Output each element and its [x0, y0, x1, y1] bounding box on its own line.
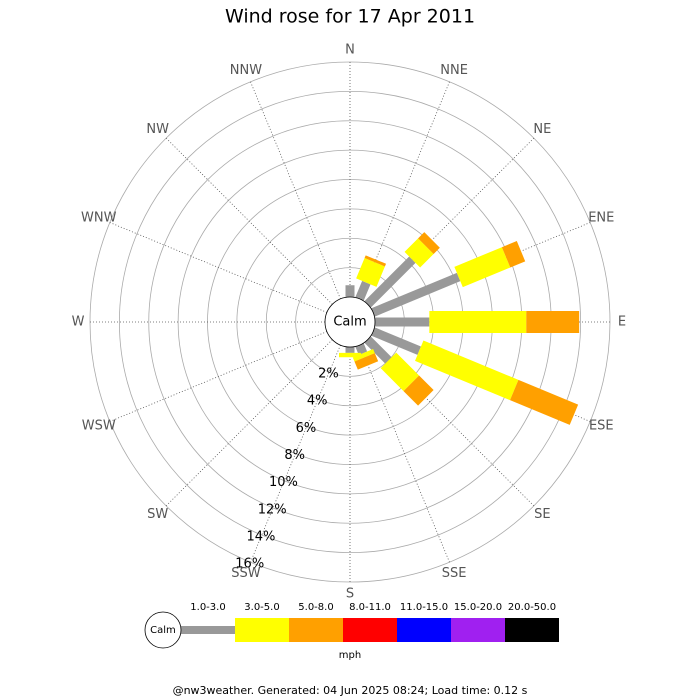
bar-segment: [364, 336, 392, 364]
legend-swatch: [343, 618, 397, 642]
legend-label: 1.0-3.0: [190, 602, 225, 613]
bar-segment: [355, 343, 368, 355]
legend-swatch: [289, 618, 343, 642]
ring-label: 10%: [269, 475, 298, 490]
bar-segment: [364, 256, 416, 308]
legend-swatch: [505, 618, 559, 642]
direction-label: N: [345, 43, 355, 58]
spoke: [109, 222, 328, 313]
legend-label: 15.0-20.0: [454, 602, 502, 613]
direction-label: SSW: [231, 566, 261, 581]
direction-label: W: [72, 315, 85, 330]
ring-label: 2%: [318, 367, 339, 382]
direction-label: ESE: [589, 419, 614, 434]
legend-calm-label: Calm: [150, 625, 176, 636]
direction-label: SSE: [442, 566, 467, 581]
ring-label: 12%: [258, 502, 287, 517]
bar-segment: [371, 272, 461, 317]
direction-label: SE: [534, 507, 550, 522]
chart-title: Wind rose for 17 Apr 2011: [225, 6, 475, 28]
direction-label: WSW: [82, 419, 116, 434]
bar-segment: [380, 352, 420, 392]
bar-segment: [355, 280, 371, 301]
bar-segment: [454, 247, 511, 288]
ring-label: 14%: [247, 529, 276, 544]
ring-label: 8%: [284, 448, 305, 463]
ring-label: 4%: [307, 394, 328, 409]
direction-label: ENE: [588, 210, 614, 225]
bar-segment: [364, 255, 387, 267]
legend-label: 5.0-8.0: [298, 602, 333, 613]
legend-swatch: [451, 618, 505, 642]
direction-label: NNE: [440, 63, 468, 78]
bar-segment: [415, 340, 519, 401]
ring-label: 6%: [296, 421, 317, 436]
direction-label: NE: [533, 122, 551, 137]
legend-label: 11.0-15.0: [400, 602, 448, 613]
bar-segment: [352, 349, 375, 362]
spoke: [250, 344, 341, 563]
direction-label: WNW: [81, 210, 117, 225]
spoke: [359, 344, 450, 563]
spoke: [165, 137, 333, 305]
direction-label: E: [618, 315, 626, 330]
bar-segment: [404, 238, 434, 268]
ring: [118, 90, 582, 554]
bar-segment: [501, 241, 526, 268]
legend-swatch: [235, 618, 289, 642]
bar-segment: [418, 232, 440, 254]
bar-segment: [371, 327, 421, 355]
legend-calm: [144, 611, 182, 649]
legend-label: 3.0-5.0: [244, 602, 279, 613]
direction-label: S: [346, 587, 354, 602]
direction-label: NNW: [230, 63, 262, 78]
ring-label: 16%: [235, 557, 264, 572]
bar-segment: [354, 353, 379, 370]
direction-label: SW: [147, 507, 168, 522]
bar-segment: [403, 375, 434, 406]
direction-label: NW: [146, 122, 169, 137]
spoke: [109, 331, 328, 422]
bar-segment: [510, 379, 579, 425]
spoke: [165, 339, 333, 507]
bar-segment: [356, 258, 385, 287]
calm-label: Calm: [333, 315, 366, 330]
legend-swatch: [181, 626, 235, 634]
spoke: [250, 81, 341, 300]
footer: @nw3weather. Generated: 04 Jun 2025 08:2…: [173, 684, 528, 697]
legend-title: mph: [339, 650, 361, 661]
legend-label: 20.0-50.0: [508, 602, 556, 613]
legend-swatch: [397, 618, 451, 642]
calm-circle: [324, 296, 376, 348]
legend-label: 8.0-11.0: [349, 602, 391, 613]
